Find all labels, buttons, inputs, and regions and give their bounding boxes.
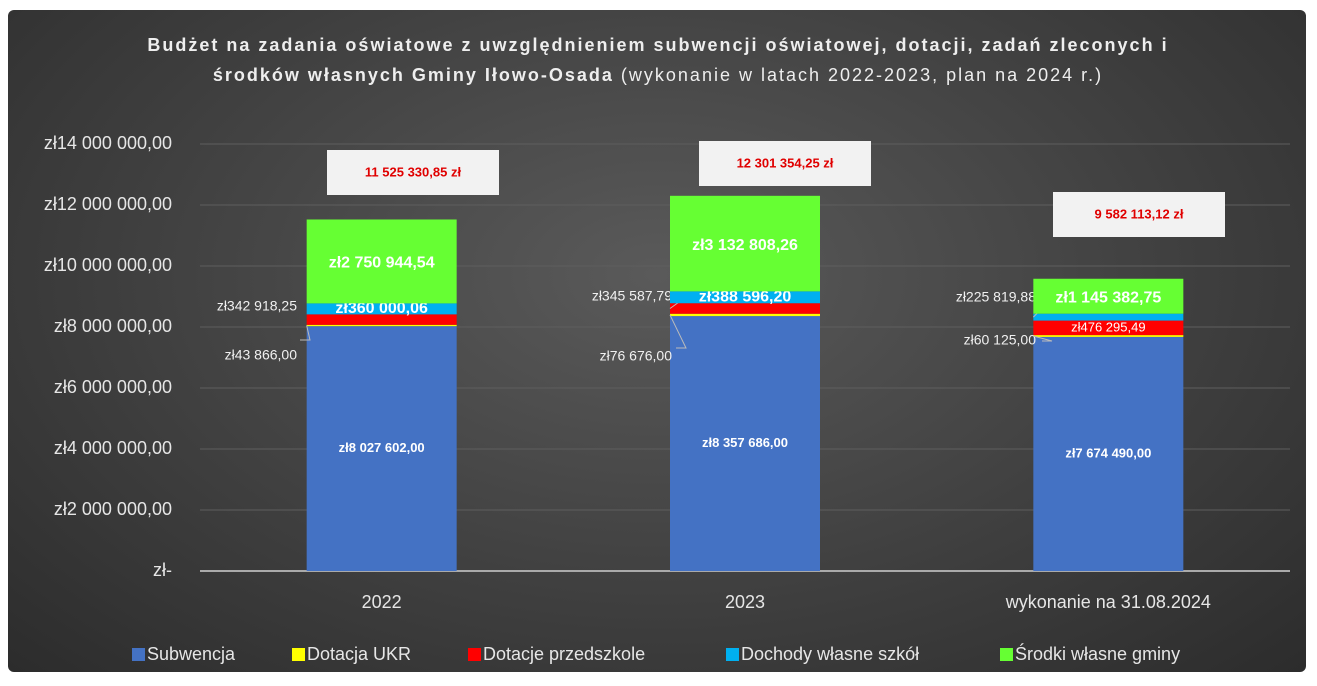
leader-line (669, 314, 687, 349)
bar-segment (1033, 336, 1184, 571)
data-label: zł7 674 490,00 (1065, 445, 1151, 460)
data-label: zł225 819,88 (956, 289, 1036, 305)
bar-segment (306, 326, 457, 571)
data-label: zł2 750 944,54 (329, 255, 435, 272)
x-tick-label: wykonanie na 31.08.2024 (1005, 592, 1211, 612)
data-label: zł345 587,79 (592, 288, 672, 304)
y-tick-label: zł10 000 000,00 (44, 255, 172, 275)
legend-swatch (468, 648, 481, 661)
chart-title: Budżet na zadania oświatowe z uwzględnie… (147, 35, 1169, 85)
data-label: zł342 918,25 (217, 298, 297, 314)
bar-segment (1033, 320, 1184, 336)
y-tick-label: zł12 000 000,00 (44, 194, 172, 214)
bar-segment (670, 313, 820, 317)
legend-swatch (726, 648, 739, 661)
legend-swatch (1000, 648, 1013, 661)
bar-segment (306, 303, 457, 315)
legend-label: Dochody własne szkół (741, 644, 919, 664)
leader-line (1033, 335, 1053, 342)
data-label: zł76 676,00 (600, 348, 673, 364)
y-tick-label: zł14 000 000,00 (44, 133, 172, 153)
x-tick-label: 2023 (725, 592, 765, 612)
chart-subtitle: (wykonanie w latach 2022-2023, plan na 2… (620, 65, 1104, 85)
data-label: zł8 027 602,00 (339, 440, 425, 455)
legend-swatch (132, 648, 145, 661)
bar-segment (670, 195, 820, 292)
bar-segment (1033, 313, 1184, 321)
leader-line (300, 325, 311, 341)
bar-segment (306, 324, 457, 327)
total-label: 11 525 330,85 zł (365, 164, 462, 179)
bar-segment (670, 291, 820, 304)
bar-segment (670, 316, 820, 571)
bar-segment (1033, 278, 1184, 314)
bar-segment (1033, 335, 1184, 337)
data-label: zł476 295,49 (1071, 319, 1145, 334)
data-label: zł360 000,06 (335, 300, 428, 317)
total-label-box (1053, 192, 1225, 237)
x-tick-label: 2022 (362, 592, 402, 612)
y-tick-label: zł8 000 000,00 (54, 316, 172, 336)
legend-label: Dotacja UKR (307, 644, 411, 664)
chart-title-block: Budżet na zadania oświatowe z uwzględnie… (138, 30, 1178, 90)
total-label: 9 582 113,12 zł (1095, 206, 1184, 221)
legend-label: Dotacje przedszkole (483, 644, 645, 664)
total-label-box (327, 150, 499, 195)
bar-segment (306, 219, 457, 304)
legend-label: Subwencja (147, 644, 236, 664)
data-label: zł1 145 382,75 (1055, 289, 1161, 306)
total-label-box (699, 141, 871, 186)
y-tick-label: zł2 000 000,00 (54, 499, 172, 519)
y-tick-label: zł6 000 000,00 (54, 377, 172, 397)
total-label: 12 301 354,25 zł (737, 155, 834, 170)
y-tick-label: zł4 000 000,00 (54, 438, 172, 458)
data-label: zł8 357 686,00 (702, 435, 788, 450)
data-label: zł388 596,20 (699, 289, 792, 306)
legend-swatch (292, 648, 305, 661)
y-tick-label: zł- (153, 560, 172, 580)
legend-label: Środki własne gminy (1015, 643, 1180, 664)
data-label: zł43 866,00 (225, 347, 298, 363)
data-label: zł3 132 808,26 (692, 237, 798, 254)
bar-segment (670, 303, 820, 314)
bar-segment (306, 314, 457, 325)
data-label: zł60 125,00 (964, 332, 1037, 348)
